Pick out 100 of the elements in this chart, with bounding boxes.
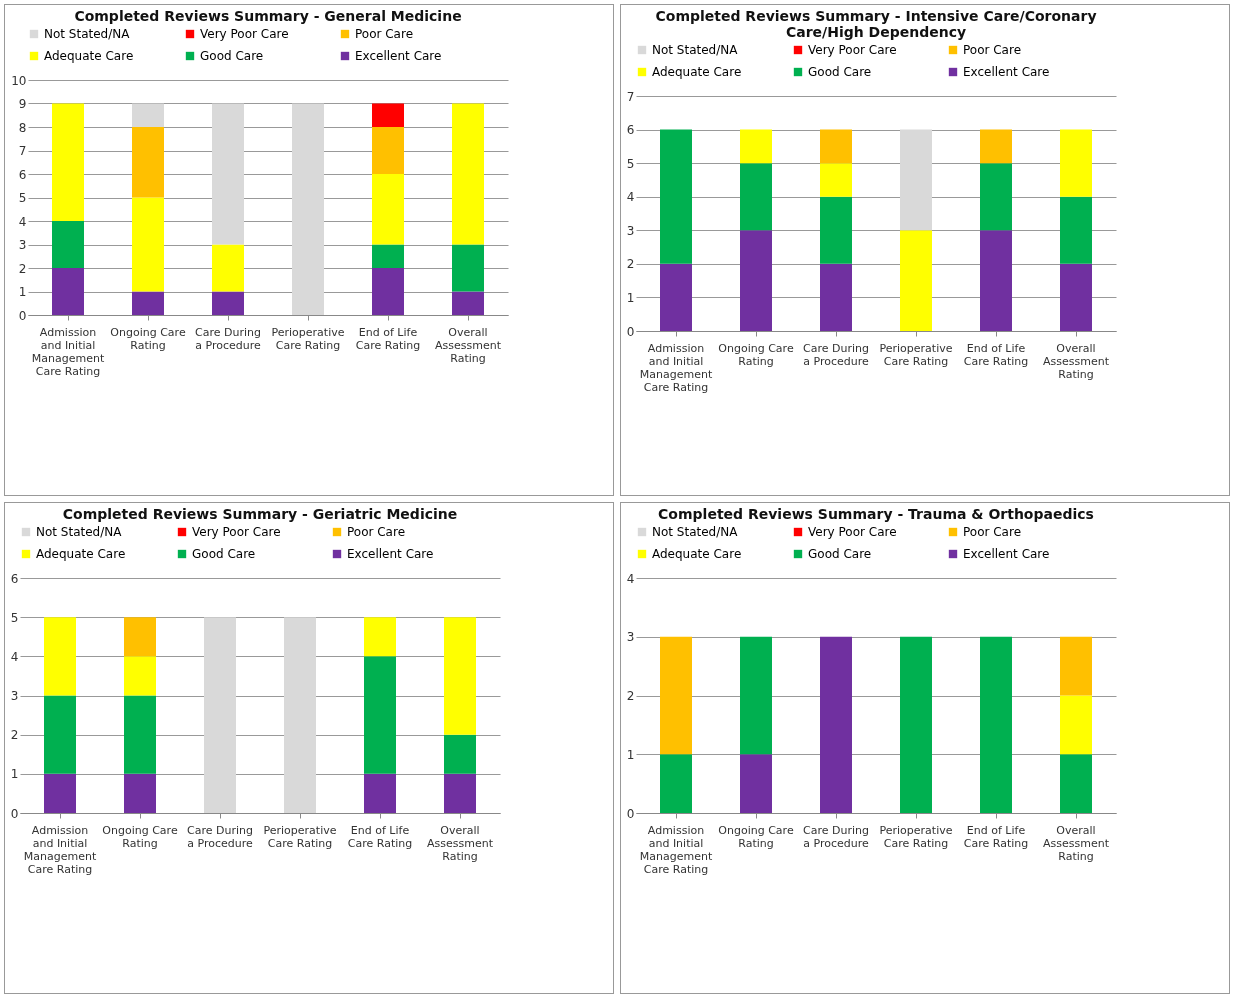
bar (660, 129, 692, 264)
bar (212, 244, 244, 292)
x-tick-label: Care During a Procedure (803, 823, 869, 850)
bar (372, 127, 404, 174)
legend-label: Very Poor Care (200, 27, 289, 41)
legend-label: Very Poor Care (192, 525, 281, 539)
bar (44, 773, 76, 813)
bar (364, 617, 396, 657)
x-tick-label: Ongoing Care Rating (718, 341, 794, 368)
bar (1060, 196, 1092, 264)
y-tick-label: 8 (18, 120, 27, 135)
bar (124, 656, 156, 696)
bar (364, 656, 396, 774)
legend-label: Very Poor Care (808, 525, 897, 539)
x-tick-label: Admission and Initial Management Care Rating (31, 325, 105, 378)
x-tick-label: Overall Assessment Rating (435, 325, 502, 365)
y-tick-label: 0 (10, 806, 19, 821)
x-tick-label: Admission and Initial Management Care Rating (639, 823, 713, 876)
legend-label: Not Stated/NA (44, 27, 131, 41)
y-tick-label: 3 (626, 223, 635, 238)
bar (292, 103, 324, 315)
y-tick-label: 10 (11, 73, 27, 88)
legend-label: Good Care (808, 547, 872, 561)
legend-label: Excellent Care (355, 49, 442, 63)
y-tick-label: 1 (626, 747, 635, 762)
bar (52, 103, 84, 221)
legend-label: Adequate Care (36, 547, 126, 561)
bar (124, 617, 156, 657)
bar (124, 695, 156, 774)
x-tick-label: End of Life Care Rating (963, 823, 1029, 850)
bar (212, 291, 244, 315)
y-tick-label: 5 (18, 191, 27, 205)
x-tick-label: Care During a Procedure (195, 325, 261, 352)
legend-label: Good Care (200, 49, 264, 63)
bar (980, 636, 1012, 813)
y-tick-label: 6 (10, 571, 19, 586)
bar (44, 695, 76, 774)
legend-label: Not Stated/NA (652, 43, 739, 57)
bar (820, 129, 852, 164)
chart-title: Completed Reviews Summary - Geriatric Medicine (62, 506, 458, 522)
legend-label: Very Poor Care (808, 43, 897, 57)
x-tick-label: Perioperative Care Rating (879, 823, 953, 850)
y-tick-label: 2 (626, 257, 635, 272)
bar (372, 268, 404, 315)
bar (1060, 263, 1092, 331)
y-tick-label: 0 (626, 806, 635, 821)
legend-label: Excellent Care (963, 547, 1050, 561)
bar (740, 754, 772, 813)
bar (740, 636, 772, 755)
y-tick-label: 2 (626, 689, 635, 703)
x-tick-label: End of Life Care Rating (963, 341, 1029, 368)
x-tick-label: Perioperative Care Rating (879, 341, 953, 368)
y-tick-label: 1 (10, 767, 19, 782)
y-tick-label: 4 (18, 214, 27, 229)
x-tick-label: Admission and Initial Management Care Rating (23, 823, 97, 876)
y-tick-label: 3 (10, 689, 19, 703)
x-tick-label: Ongoing Care Rating (718, 823, 794, 850)
bar (52, 221, 84, 268)
bar (1060, 754, 1092, 813)
x-tick-label: Admission and Initial Management Care Rating (639, 341, 713, 394)
y-tick-label: 5 (626, 156, 635, 171)
y-tick-label: 7 (18, 144, 27, 158)
x-tick-label: Overall Assessment Rating (427, 823, 494, 863)
legend-label: Poor Care (355, 27, 414, 41)
x-tick-label: Care During a Procedure (187, 823, 253, 850)
bar (372, 244, 404, 268)
bar (820, 196, 852, 264)
y-tick-label: 3 (626, 630, 635, 645)
legend-label: Adequate Care (652, 547, 742, 561)
legend-label: Excellent Care (347, 547, 434, 561)
bar (1060, 129, 1092, 197)
x-tick-label: Care During a Procedure (803, 341, 869, 368)
bar (1060, 636, 1092, 696)
y-tick-label: 2 (10, 728, 19, 743)
bar (740, 230, 772, 331)
bar (132, 103, 164, 127)
y-tick-label: 0 (626, 324, 635, 339)
y-tick-label: 9 (18, 97, 27, 111)
y-tick-label: 7 (626, 89, 635, 104)
bar (132, 197, 164, 292)
legend-label: Not Stated/NA (36, 525, 123, 539)
bar (980, 163, 1012, 231)
y-tick-label: 0 (18, 308, 27, 323)
legend-label: Excellent Care (963, 65, 1050, 79)
legend-label: Good Care (808, 65, 872, 79)
bar (132, 127, 164, 198)
bar (452, 244, 484, 292)
chart-title: Completed Reviews Summary - Trauma & Orthopaedics (658, 506, 1094, 522)
y-tick-label: 4 (10, 649, 19, 664)
bar (900, 129, 932, 231)
legend-label: Poor Care (963, 43, 1022, 57)
bar (980, 129, 1012, 164)
bar (212, 103, 244, 245)
bar (444, 773, 476, 813)
bar (204, 617, 236, 813)
chart-title: Completed Reviews Summary - General Medicine (74, 8, 462, 24)
legend-label: Good Care (192, 547, 256, 561)
chart-title: Completed Reviews Summary - Intensive Care/Coronary Care/High Dependency (655, 8, 1097, 40)
y-tick-label: 1 (18, 285, 27, 299)
bar (820, 263, 852, 331)
